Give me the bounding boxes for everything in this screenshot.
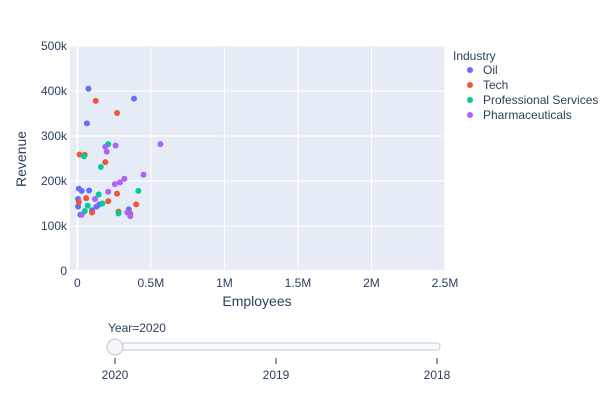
series-group	[78, 141, 164, 220]
legend-item[interactable]: Pharmaceuticals	[467, 108, 572, 122]
data-point[interactable]	[92, 196, 98, 202]
data-point[interactable]	[111, 181, 118, 188]
legend-marker	[467, 97, 473, 103]
year-slider[interactable]: Year=2020 2020 2019 2018	[102, 321, 451, 382]
x-axis-title: Employees	[222, 293, 291, 309]
x-tick-label: 1M	[216, 276, 233, 290]
y-tick-label: 0	[60, 264, 67, 278]
legend-item[interactable]: Professional Services	[467, 93, 598, 107]
legend-title: Industry	[453, 49, 496, 63]
data-point[interactable]	[114, 110, 121, 117]
slider-step-label[interactable]: 2020	[102, 368, 129, 382]
y-tick-label: 400k	[41, 84, 68, 98]
series-group	[75, 85, 137, 218]
slider-rail[interactable]	[107, 342, 441, 351]
data-point[interactable]	[140, 171, 147, 178]
data-point[interactable]	[114, 190, 121, 197]
slider-handle[interactable]	[106, 338, 124, 356]
slider-step-label[interactable]: 2019	[263, 368, 290, 382]
data-point[interactable]	[127, 213, 134, 220]
data-point[interactable]	[89, 209, 96, 216]
legend-marker	[467, 67, 473, 73]
data-point[interactable]	[93, 203, 100, 210]
data-point[interactable]	[105, 188, 112, 195]
legend-label: Tech	[483, 78, 508, 92]
data-point[interactable]	[78, 187, 85, 194]
data-point[interactable]	[130, 95, 137, 102]
x-tick-label: 0	[74, 276, 81, 290]
legend-marker	[467, 112, 473, 118]
x-tick-label: 1.5M	[285, 276, 312, 290]
data-point[interactable]	[95, 191, 102, 198]
legend-label: Oil	[483, 63, 498, 77]
x-axis-ticks: 0 0.5M 1M 1.5M 2M 2.5M	[74, 276, 458, 290]
data-point[interactable]	[75, 199, 82, 206]
data-point[interactable]	[112, 142, 119, 149]
legend-item[interactable]: Oil	[467, 63, 498, 77]
data-point[interactable]	[133, 201, 140, 208]
data-point[interactable]	[84, 202, 91, 209]
data-point[interactable]	[103, 148, 110, 155]
data-point[interactable]	[99, 200, 106, 207]
legend-label: Pharmaceuticals	[483, 108, 572, 122]
data-point[interactable]	[117, 179, 123, 186]
y-axis-ticks: 0 100k 200k 300k 400k 500k	[41, 39, 68, 278]
data-point[interactable]	[92, 97, 99, 104]
data-point[interactable]	[86, 187, 93, 194]
slider-current-value: Year=2020	[108, 321, 166, 335]
y-tick-label: 100k	[41, 219, 68, 233]
data-points	[75, 85, 164, 220]
y-axis-title: Revenue	[13, 131, 29, 187]
data-point[interactable]	[83, 195, 90, 202]
y-tick-label: 200k	[41, 174, 68, 188]
data-point[interactable]	[85, 85, 92, 92]
legend-label: Professional Services	[483, 93, 598, 107]
legend-item[interactable]: Tech	[467, 78, 508, 92]
data-point[interactable]	[97, 164, 104, 171]
data-point[interactable]	[135, 187, 142, 194]
slider-step-label[interactable]: 2018	[424, 368, 451, 382]
legend-marker	[467, 82, 473, 88]
data-point[interactable]	[75, 203, 82, 210]
data-point[interactable]	[105, 198, 112, 205]
y-tick-label: 300k	[41, 129, 68, 143]
x-tick-label: 2.5M	[432, 276, 459, 290]
data-point[interactable]	[121, 175, 128, 182]
data-point[interactable]	[80, 153, 87, 160]
data-point[interactable]	[115, 210, 122, 217]
x-tick-label: 0.5M	[138, 276, 165, 290]
data-point[interactable]	[78, 211, 85, 218]
data-point[interactable]	[157, 141, 164, 148]
data-point[interactable]	[83, 120, 90, 127]
y-tick-label: 500k	[41, 39, 68, 53]
data-point[interactable]	[102, 159, 109, 166]
plot-area	[70, 46, 445, 271]
x-tick-label: 2M	[363, 276, 380, 290]
data-point[interactable]	[102, 143, 109, 150]
grid-lines	[70, 45, 446, 272]
